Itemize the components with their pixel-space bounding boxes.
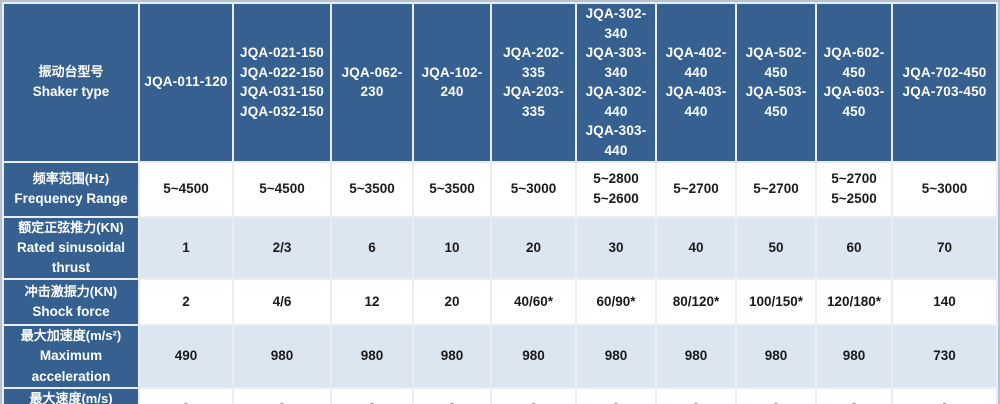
row-header-max-speed: 最大速度(m/s) Maximum speed — [4, 388, 138, 404]
cell-speed-6: 2 — [657, 388, 735, 404]
row-header-frequency-range: 频率范围(Hz) Frequency Range — [4, 162, 138, 216]
cell-thrust-1: 2/3 — [234, 217, 330, 279]
cell-frequency-5: 5~2800 5~2600 — [577, 162, 655, 216]
row-label-en: Rated sinusoidal thrust — [16, 239, 126, 275]
cell-frequency-9: 5~3000 — [893, 162, 996, 216]
cell-speed-0: 2 — [140, 388, 232, 404]
cell-shock-9: 140 — [893, 280, 996, 325]
table-row-max-acceleration: 最大加速度(m/s²) Maximum acceleration 490 980… — [4, 326, 996, 387]
column-header-jqa-602: JQA-602-450 JQA-603-450 — [817, 4, 891, 161]
row-label-zh: 最大加速度(m/s²) — [20, 328, 122, 344]
row-label-zh: 额定正弦推力(KN) — [18, 219, 124, 235]
column-header-jqa-702: JQA-702-450 JQA-703-450 — [893, 4, 996, 161]
cell-speed-4: 2 — [492, 388, 575, 404]
cell-shock-1: 4/6 — [234, 280, 330, 325]
row-label-en: Frequency Range — [14, 190, 128, 206]
column-header-jqa-062: JQA-062-230 — [332, 4, 412, 161]
cell-thrust-3: 10 — [414, 217, 490, 279]
cell-accel-1: 980 — [234, 326, 330, 387]
cell-frequency-3: 5~3500 — [414, 162, 490, 216]
row-label-en: Maximum acceleration — [31, 348, 111, 384]
cell-shock-0: 2 — [140, 280, 232, 325]
corner-title-en: Shaker type — [32, 84, 110, 100]
cell-thrust-8: 60 — [817, 217, 891, 279]
row-header-shock-force: 冲击激振力(KN) Shock force — [4, 280, 138, 325]
cell-speed-2: 2 — [332, 388, 412, 404]
cell-accel-0: 490 — [140, 326, 232, 387]
cell-shock-3: 20 — [414, 280, 490, 325]
column-header-jqa-302: JQA-302-340 JQA-303-340 JQA-302-440 JQA-… — [577, 4, 655, 161]
cell-frequency-8: 5~2700 5~2500 — [817, 162, 891, 216]
column-header-jqa-502: JQA-502-450 JQA-503-450 — [737, 4, 815, 161]
cell-speed-9: 2 — [893, 388, 996, 404]
row-label-zh: 冲击激振力(KN) — [24, 283, 118, 299]
cell-thrust-0: 1 — [140, 217, 232, 279]
cell-shock-5: 60/90* — [577, 280, 655, 325]
cell-shock-4: 40/60* — [492, 280, 575, 325]
cell-thrust-7: 50 — [737, 217, 815, 279]
cell-shock-7: 100/150* — [737, 280, 815, 325]
column-header-jqa-011: JQA-011-120 — [140, 4, 232, 161]
cell-shock-8: 120/180* — [817, 280, 891, 325]
row-label-en: Shock force — [32, 304, 110, 320]
table-row-rated-thrust: 额定正弦推力(KN) Rated sinusoidal thrust 1 2/3… — [4, 217, 996, 279]
row-label-zh: 最大速度(m/s) — [29, 390, 113, 404]
cell-speed-5: 2 — [577, 388, 655, 404]
cell-shock-2: 12 — [332, 280, 412, 325]
row-label-zh: 频率范围(Hz) — [32, 170, 110, 186]
corner-title-zh: 振动台型号 — [38, 64, 104, 80]
cell-thrust-9: 70 — [893, 217, 996, 279]
corner-header: 振动台型号 Shaker type — [4, 4, 138, 161]
cell-frequency-7: 5~2700 — [737, 162, 815, 216]
cell-frequency-0: 5~4500 — [140, 162, 232, 216]
cell-thrust-2: 6 — [332, 217, 412, 279]
cell-frequency-4: 5~3000 — [492, 162, 575, 216]
cell-accel-4: 980 — [492, 326, 575, 387]
table-row-frequency-range: 频率范围(Hz) Frequency Range 5~4500 5~4500 5… — [4, 162, 996, 216]
cell-speed-3: 2 — [414, 388, 490, 404]
cell-shock-6: 80/120* — [657, 280, 735, 325]
cell-speed-8: 2 — [817, 388, 891, 404]
cell-frequency-1: 5~4500 — [234, 162, 330, 216]
cell-frequency-6: 5~2700 — [657, 162, 735, 216]
cell-accel-7: 980 — [737, 326, 815, 387]
cell-accel-2: 980 — [332, 326, 412, 387]
table-row-shock-force: 冲击激振力(KN) Shock force 2 4/6 12 20 40/60*… — [4, 280, 996, 325]
cell-accel-8: 980 — [817, 326, 891, 387]
column-header-jqa-021: JQA-021-150 JQA-022-150 JQA-031-150 JQA-… — [234, 4, 330, 161]
cell-speed-7: 2 — [737, 388, 815, 404]
table-row-max-speed: 最大速度(m/s) Maximum speed 2 2 2 2 2 2 2 2 … — [4, 388, 996, 404]
row-header-max-acceleration: 最大加速度(m/s²) Maximum acceleration — [4, 326, 138, 387]
column-header-jqa-102: JQA-102-240 — [414, 4, 490, 161]
cell-accel-6: 980 — [657, 326, 735, 387]
cell-thrust-5: 30 — [577, 217, 655, 279]
cell-speed-1: 2 — [234, 388, 330, 404]
column-header-jqa-402: JQA-402-440 JQA-403-440 — [657, 4, 735, 161]
cell-frequency-2: 5~3500 — [332, 162, 412, 216]
cell-thrust-6: 40 — [657, 217, 735, 279]
row-header-rated-thrust: 额定正弦推力(KN) Rated sinusoidal thrust — [4, 217, 138, 279]
cell-accel-5: 980 — [577, 326, 655, 387]
header-row: 振动台型号 Shaker type JQA-011-120 JQA-021-15… — [4, 4, 996, 161]
cell-thrust-4: 20 — [492, 217, 575, 279]
cell-accel-3: 980 — [414, 326, 490, 387]
column-header-jqa-202: JQA-202-335 JQA-203-335 — [492, 4, 575, 161]
cell-accel-9: 730 — [893, 326, 996, 387]
